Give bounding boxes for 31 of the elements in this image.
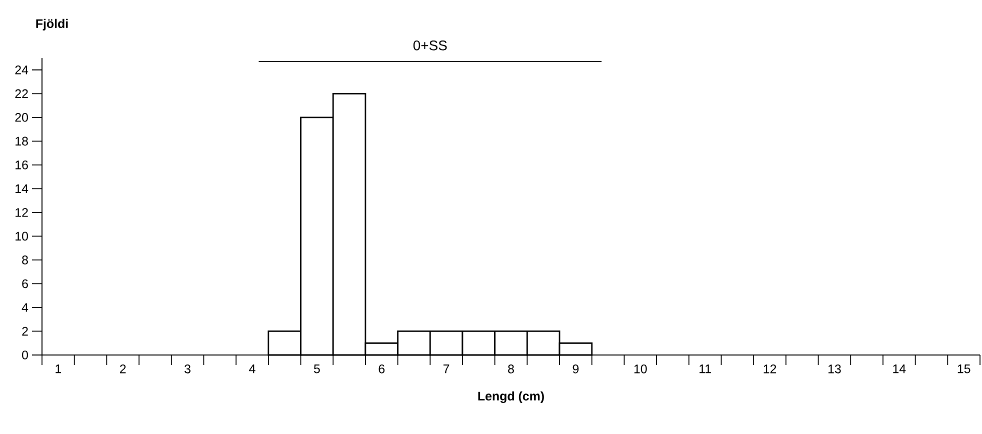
x-tick-label: 1 xyxy=(56,364,62,374)
y-tick-label: 8 xyxy=(22,256,28,264)
x-tick-label: 11 xyxy=(700,364,711,374)
y-tick-label: 0 xyxy=(22,350,28,360)
y-tick-label: 14 xyxy=(16,184,28,193)
y-tick-label: 6 xyxy=(22,279,28,288)
y-tick-label: 10 xyxy=(16,232,28,241)
x-tick-label: 12 xyxy=(764,364,776,374)
x-tick-label: 5 xyxy=(314,364,320,374)
x-tick-label: 4 xyxy=(249,364,256,374)
x-tick-label: 15 xyxy=(958,364,970,374)
x-tick-label: 14 xyxy=(893,364,906,374)
y-tick-label: 24 xyxy=(15,66,28,74)
y-tick-label: 20 xyxy=(15,113,28,122)
x-tick-label: 7 xyxy=(443,364,450,374)
x-axis-title: Lengd (cm) xyxy=(478,391,544,404)
x-tick-label: 6 xyxy=(378,364,385,374)
x-tick-label: 3 xyxy=(184,364,190,374)
y-tick-label: 16 xyxy=(16,160,28,170)
y-tick-label: 2 xyxy=(22,326,28,336)
x-tick-label: 13 xyxy=(828,364,841,374)
y-tick-label: 22 xyxy=(15,89,28,98)
y-tick-label: 12 xyxy=(16,208,28,217)
y-axis-title: Fjöldi xyxy=(36,18,68,30)
x-tick-label: 2 xyxy=(120,364,126,374)
x-tick-label: 10 xyxy=(634,364,647,374)
text: 0+SS xyxy=(413,40,447,50)
y-tick-label: 18 xyxy=(16,136,28,146)
y-tick-label: 4 xyxy=(22,303,28,312)
x-tick-label: 8 xyxy=(508,364,514,374)
x-tick-label: 9 xyxy=(572,364,579,374)
